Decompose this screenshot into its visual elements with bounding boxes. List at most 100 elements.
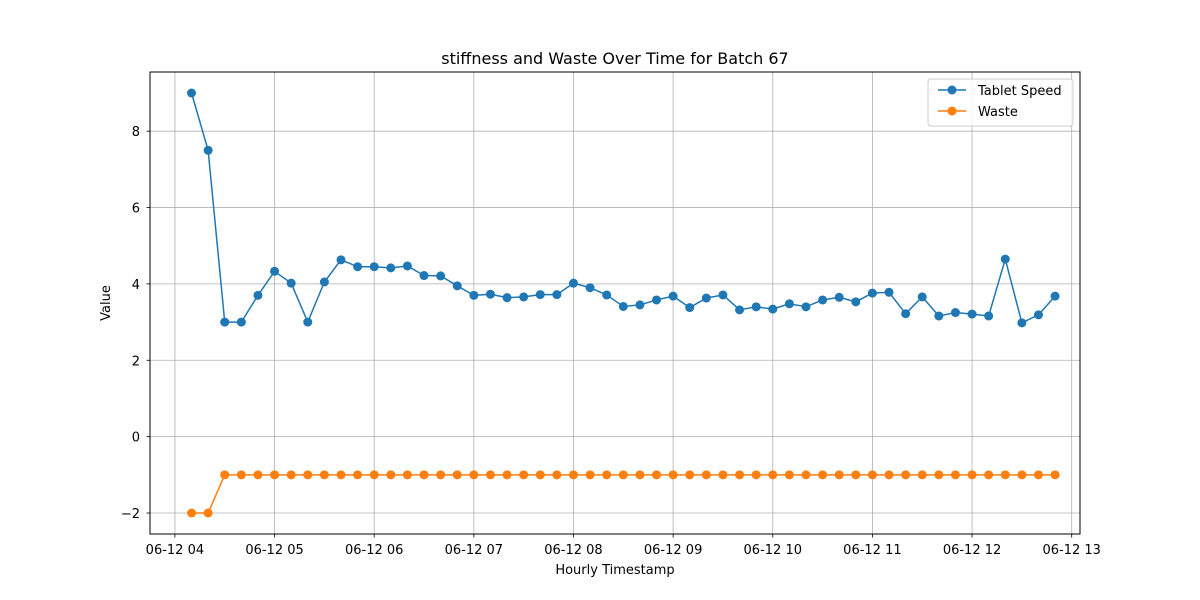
- data-point-waste: [419, 470, 429, 480]
- data-point-tablet-speed: [668, 291, 678, 301]
- x-tick-label: 06-12 09: [644, 543, 702, 558]
- data-point-waste: [585, 470, 595, 480]
- series-tablet-speed: [187, 88, 1060, 328]
- y-tick-label: 2: [132, 354, 140, 369]
- x-tick-label: 06-12 13: [1042, 543, 1100, 558]
- data-point-tablet-speed: [635, 300, 645, 310]
- data-point-waste: [1017, 470, 1027, 480]
- data-point-waste: [884, 470, 894, 480]
- data-point-tablet-speed: [203, 145, 213, 155]
- data-point-waste: [319, 470, 329, 480]
- data-point-tablet-speed: [1050, 291, 1060, 301]
- data-point-tablet-speed: [884, 287, 894, 297]
- data-point-waste: [934, 470, 944, 480]
- data-point-tablet-speed: [602, 290, 612, 300]
- data-point-tablet-speed: [452, 281, 462, 291]
- legend-label-tablet-speed: Tablet Speed: [977, 84, 1062, 99]
- data-point-waste: [735, 470, 745, 480]
- data-point-waste: [851, 470, 861, 480]
- x-tick-label: 06-12 08: [544, 543, 602, 558]
- data-point-waste: [253, 470, 263, 480]
- data-point-tablet-speed: [984, 311, 994, 321]
- data-point-tablet-speed: [353, 262, 363, 272]
- data-point-waste: [203, 508, 213, 518]
- data-point-tablet-speed: [270, 266, 280, 276]
- data-point-tablet-speed: [818, 295, 828, 305]
- x-tick-label: 06-12 05: [245, 543, 303, 558]
- data-point-waste: [452, 470, 462, 480]
- x-tick-label: 06-12 06: [345, 543, 403, 558]
- data-point-waste: [685, 470, 695, 480]
- data-point-waste: [1033, 470, 1043, 480]
- data-point-tablet-speed: [485, 289, 495, 299]
- data-point-tablet-speed: [701, 293, 711, 303]
- data-point-waste: [668, 470, 678, 480]
- data-point-waste: [984, 470, 994, 480]
- data-point-waste: [1000, 470, 1010, 480]
- data-point-tablet-speed: [336, 255, 346, 265]
- data-point-tablet-speed: [585, 283, 595, 293]
- data-point-waste: [602, 470, 612, 480]
- data-point-tablet-speed: [801, 302, 811, 312]
- data-point-waste: [353, 470, 363, 480]
- data-point-waste: [187, 508, 197, 518]
- data-point-tablet-speed: [967, 309, 977, 319]
- plot-frame: [149, 71, 1081, 535]
- data-point-tablet-speed: [652, 295, 662, 305]
- data-point-waste: [867, 470, 877, 480]
- data-point-tablet-speed: [901, 309, 911, 319]
- data-point-tablet-speed: [535, 290, 545, 300]
- data-point-tablet-speed: [552, 290, 562, 300]
- data-point-waste: [485, 470, 495, 480]
- x-tick-label: 06-12 11: [843, 543, 901, 558]
- data-point-waste: [386, 470, 396, 480]
- y-tick-label: 4: [132, 278, 140, 293]
- data-point-tablet-speed: [917, 292, 927, 302]
- data-point-waste: [236, 470, 246, 480]
- data-point-waste: [286, 470, 296, 480]
- data-point-tablet-speed: [236, 317, 246, 327]
- legend-marker-waste: [947, 106, 957, 116]
- data-point-tablet-speed: [718, 290, 728, 300]
- chart-title: stiffness and Waste Over Time for Batch …: [441, 49, 788, 68]
- data-point-tablet-speed: [784, 299, 794, 309]
- data-point-waste: [369, 470, 379, 480]
- data-point-waste: [917, 470, 927, 480]
- data-point-tablet-speed: [950, 308, 960, 318]
- data-point-waste: [535, 470, 545, 480]
- y-tick-label: 6: [132, 202, 140, 217]
- data-point-tablet-speed: [502, 293, 512, 303]
- data-point-tablet-speed: [253, 290, 263, 300]
- data-point-tablet-speed: [1033, 310, 1043, 320]
- x-axis: 06-12 04 06-12 05 06-12 06 06-12 07 06-12 08…: [146, 534, 1101, 558]
- data-point-waste: [303, 470, 313, 480]
- data-point-tablet-speed: [934, 311, 944, 321]
- data-point-tablet-speed: [751, 302, 761, 312]
- data-point-tablet-speed: [851, 297, 861, 307]
- data-point-tablet-speed: [187, 88, 197, 98]
- data-point-tablet-speed: [568, 278, 578, 288]
- legend-label-waste: Waste: [978, 105, 1018, 120]
- data-point-waste: [336, 470, 346, 480]
- y-axis-label: Value: [99, 285, 114, 321]
- data-point-waste: [220, 470, 230, 480]
- data-point-waste: [402, 470, 412, 480]
- y-tick-label: −2: [121, 507, 140, 522]
- data-point-waste: [1050, 470, 1060, 480]
- legend: Tablet Speed Waste: [927, 78, 1074, 127]
- data-point-tablet-speed: [386, 263, 396, 273]
- data-point-tablet-speed: [519, 292, 529, 302]
- data-point-waste: [718, 470, 728, 480]
- x-tick-label: 06-12 04: [146, 543, 204, 558]
- data-point-tablet-speed: [369, 262, 379, 272]
- grid: [150, 72, 1080, 534]
- data-point-waste: [635, 470, 645, 480]
- y-tick-label: 8: [132, 125, 140, 140]
- data-point-waste: [436, 470, 446, 480]
- data-point-waste: [818, 470, 828, 480]
- data-point-waste: [502, 470, 512, 480]
- data-point-tablet-speed: [1000, 254, 1010, 264]
- data-point-waste: [967, 470, 977, 480]
- data-point-tablet-speed: [286, 278, 296, 288]
